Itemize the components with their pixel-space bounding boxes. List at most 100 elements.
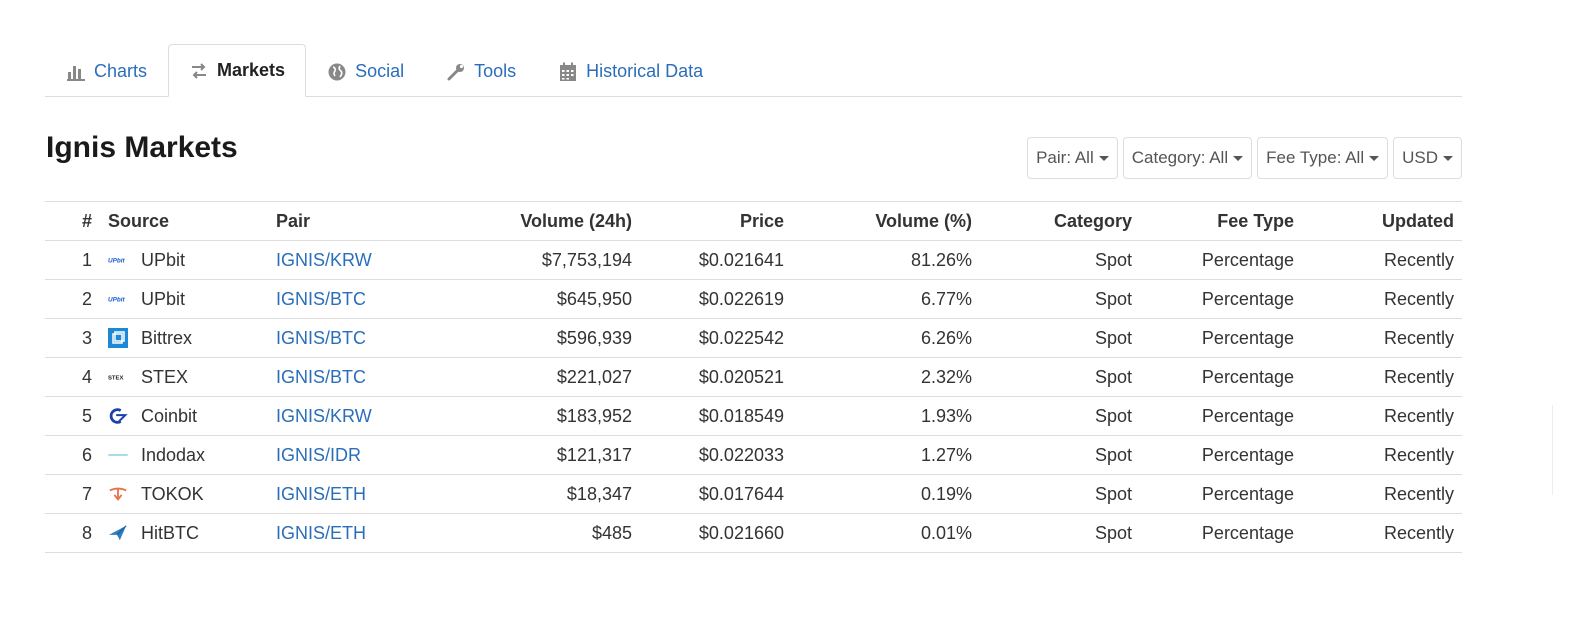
globe-icon	[327, 62, 347, 82]
tokok-logo-icon	[108, 484, 128, 504]
tab-tools[interactable]: Tools	[425, 46, 537, 97]
table-row: 6 Indodax IGNIS/IDR $121,317 $0.022033 1.27% S…	[45, 435, 1462, 475]
tab-label: Markets	[217, 60, 286, 80]
header-volume[interactable]: Volume (24h)	[423, 201, 640, 241]
pair-filter-label: Pair: All	[1036, 148, 1094, 167]
cell-pair: IGNIS/BTC	[268, 279, 423, 319]
cell-updated: Recently	[1302, 240, 1462, 280]
cell-fee-type: Percentage	[1140, 435, 1302, 475]
cell-category: Spot	[980, 513, 1140, 553]
cell-source[interactable]: Indodax	[100, 435, 268, 475]
cell-fee-type: Percentage	[1140, 318, 1302, 358]
bittrex-logo-icon	[108, 328, 128, 348]
cell-pair: IGNIS/ETH	[268, 474, 423, 514]
source-name: STEX	[141, 366, 189, 387]
header-rank[interactable]: #	[45, 201, 100, 241]
cell-volume-pct: 81.26%	[792, 240, 980, 280]
cell-fee-type: Percentage	[1140, 357, 1302, 397]
page-title: Ignis Markets	[46, 131, 238, 164]
header-pair[interactable]: Pair	[268, 201, 423, 241]
pair-link[interactable]: IGNIS/BTC	[276, 327, 367, 348]
cell-category: Spot	[980, 240, 1140, 280]
cell-updated: Recently	[1302, 279, 1462, 319]
cell-volume-pct: 1.93%	[792, 396, 980, 436]
pair-link[interactable]: IGNIS/KRW	[276, 405, 372, 426]
pair-link[interactable]: IGNIS/IDR	[276, 444, 362, 465]
header-price[interactable]: Price	[640, 201, 792, 241]
calendar-icon	[558, 62, 578, 82]
pair-link[interactable]: IGNIS/BTC	[276, 288, 367, 309]
source-name: Coinbit	[141, 405, 198, 426]
fee-type-filter-label: Fee Type: All	[1266, 148, 1365, 167]
cell-category: Spot	[980, 279, 1140, 319]
pair-link[interactable]: IGNIS/ETH	[276, 483, 367, 504]
coinbit-logo-icon	[108, 406, 128, 426]
cell-source[interactable]: Coinbit	[100, 396, 268, 436]
tab-charts[interactable]: Charts	[45, 46, 168, 97]
exchange-arrows-icon	[189, 61, 209, 81]
table-row: 8 HitBTC IGNIS/ETH $485 $0.021660 0.01% Spot Pe…	[45, 513, 1462, 553]
cell-source[interactable]: Bittrex	[100, 318, 268, 358]
pair-filter-dropdown[interactable]: Pair: All	[1027, 137, 1118, 179]
caret-down-icon	[1369, 155, 1380, 161]
cell-source[interactable]: HitBTC	[100, 513, 268, 553]
tab-bar: Charts Markets Social Tools Historical D…	[45, 44, 1462, 97]
cell-price: $0.022619	[640, 279, 792, 319]
cell-pair: IGNIS/IDR	[268, 435, 423, 475]
cell-volume: $485	[423, 513, 640, 553]
header-updated[interactable]: Updated	[1302, 201, 1462, 241]
indodax-logo-icon	[108, 445, 128, 465]
tab-label: Tools	[474, 61, 517, 81]
cell-rank: 7	[45, 474, 100, 514]
cell-source[interactable]: TOKOK	[100, 474, 268, 514]
table-row: 7 TOKOK IGNIS/ETH $18,347 $0.017644 0.19% Spot…	[45, 474, 1462, 514]
markets-table: # Source Pair Volume (24h) Price Volume …	[45, 201, 1462, 553]
scrollbar-track[interactable]	[1552, 405, 1573, 495]
pair-link[interactable]: IGNIS/BTC	[276, 366, 367, 387]
currency-dropdown[interactable]: USD	[1393, 137, 1462, 179]
cell-fee-type: Percentage	[1140, 279, 1302, 319]
pair-link[interactable]: IGNIS/ETH	[276, 522, 367, 543]
stex-logo-icon: STEX	[108, 367, 128, 387]
cell-volume: $121,317	[423, 435, 640, 475]
source-name: UPbit	[141, 288, 186, 309]
pair-link[interactable]: IGNIS/KRW	[276, 249, 372, 270]
header-fee-type[interactable]: Fee Type	[1140, 201, 1302, 241]
cell-pair: IGNIS/ETH	[268, 513, 423, 553]
cell-source[interactable]: UPbit UPbit	[100, 279, 268, 319]
cell-pair: IGNIS/BTC	[268, 357, 423, 397]
tab-markets[interactable]: Markets	[168, 44, 307, 97]
tab-historical-data[interactable]: Historical Data	[537, 46, 724, 97]
header-source[interactable]: Source	[100, 201, 268, 241]
cell-volume: $183,952	[423, 396, 640, 436]
cell-category: Spot	[980, 357, 1140, 397]
cell-updated: Recently	[1302, 435, 1462, 475]
tab-social[interactable]: Social	[306, 46, 425, 97]
category-filter-label: Category: All	[1131, 148, 1229, 167]
cell-price: $0.018549	[640, 396, 792, 436]
cell-price: $0.017644	[640, 474, 792, 514]
category-filter-dropdown[interactable]: Category: All	[1122, 137, 1253, 179]
fee-type-filter-dropdown[interactable]: Fee Type: All	[1257, 137, 1389, 179]
cell-fee-type: Percentage	[1140, 474, 1302, 514]
header-category[interactable]: Category	[980, 201, 1140, 241]
upbit-logo-icon: UPbit	[108, 289, 128, 309]
source-name: UPbit	[141, 249, 186, 270]
hitbtc-logo-icon	[108, 523, 128, 543]
cell-fee-type: Percentage	[1140, 513, 1302, 553]
cell-price: $0.022033	[640, 435, 792, 475]
cell-volume-pct: 6.26%	[792, 318, 980, 358]
cell-rank: 2	[45, 279, 100, 319]
header-volume-pct[interactable]: Volume (%)	[792, 201, 980, 241]
cell-volume-pct: 0.19%	[792, 474, 980, 514]
svg-text:UPbit: UPbit	[108, 297, 125, 304]
table-row: 3 Bittrex IGNIS/BTC $596,939 $0.022542 6.26% S…	[45, 318, 1462, 358]
source-name: Bittrex	[141, 327, 193, 348]
cell-volume-pct: 2.32%	[792, 357, 980, 397]
svg-text:STEX: STEX	[108, 375, 123, 381]
source-name: HitBTC	[141, 522, 199, 543]
cell-volume: $221,027	[423, 357, 640, 397]
cell-source[interactable]: UPbit UPbit	[100, 240, 268, 280]
cell-source[interactable]: STEX STEX	[100, 357, 268, 397]
